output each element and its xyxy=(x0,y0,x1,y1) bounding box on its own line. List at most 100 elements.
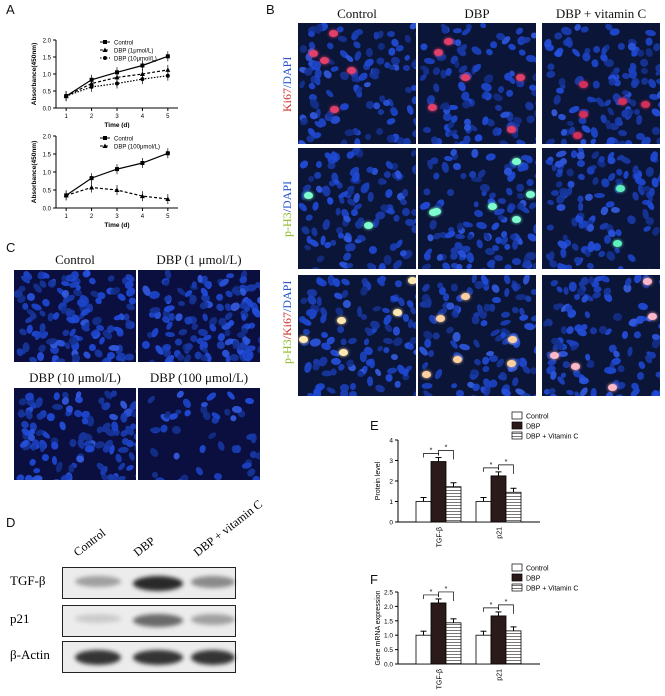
legend-label: DBP xyxy=(526,424,541,431)
legend-label: DBP (1μmol/L) xyxy=(114,49,153,55)
bar xyxy=(505,630,522,665)
blot-row-label-0: TGF-β xyxy=(10,573,46,588)
sig-star: * xyxy=(505,459,508,466)
panel-d-western-blot: Control DBP DBP + vitamin C TGF-β p21 β-Actin xyxy=(0,497,265,696)
panel-c-title-3: DBP (100 μmol/L) xyxy=(149,370,249,385)
x-tick-label: 3 xyxy=(115,214,119,220)
data-point xyxy=(63,192,69,198)
y-tick-label: 2.0 xyxy=(384,604,393,611)
data-point xyxy=(165,196,171,201)
legend-marker xyxy=(103,136,107,140)
y-tick-label: 0.0 xyxy=(43,107,52,113)
blot-column-0: Control xyxy=(70,525,109,560)
data-point xyxy=(114,74,120,80)
y-tick-label: 1.0 xyxy=(43,171,52,177)
x-tick-label: 2 xyxy=(90,114,94,120)
data-point xyxy=(140,63,145,68)
legend-swatch xyxy=(511,431,523,440)
sig-bracket xyxy=(498,604,514,614)
y-axis-label: Protein level xyxy=(375,461,382,500)
bar xyxy=(430,602,447,665)
blot-band xyxy=(191,650,235,665)
blot-band xyxy=(191,576,235,588)
bar xyxy=(475,634,492,665)
y-tick-label: 1.5 xyxy=(43,153,52,159)
line-chart-a-bottom: 0.0 0.5 1.0 1.5 2.0 1 2 3 4 5 Time (d) Absorbance(4… xyxy=(31,135,178,229)
bar xyxy=(475,501,492,523)
blot-band xyxy=(75,576,121,587)
y-tick-label: 1.5 xyxy=(43,56,52,62)
micrograph-b-r2-c2 xyxy=(542,275,660,396)
micrograph-c-2 xyxy=(14,388,136,480)
row-label-part: p-H3 xyxy=(280,338,294,364)
line-chart-a-top: 0.0 0.5 1.0 1.5 2.0 1 2 3 4 5 Time (d) Absorbance(4… xyxy=(31,39,178,128)
data-point xyxy=(89,84,94,89)
blot-column-2: DBP + vitamin C xyxy=(190,496,266,560)
sig-star: * xyxy=(445,445,448,452)
column-title-1: DBP xyxy=(464,6,490,21)
data-point xyxy=(165,54,170,59)
data-point xyxy=(165,73,170,78)
micrograph-b-r1-c0 xyxy=(298,148,416,269)
data-point xyxy=(140,77,145,82)
data-point xyxy=(115,70,119,75)
sig-star: * xyxy=(445,586,448,593)
bar xyxy=(505,491,522,523)
blot-band xyxy=(133,576,183,592)
micrograph-c-1 xyxy=(138,270,260,362)
data-point xyxy=(165,151,170,156)
legend-swatch xyxy=(511,573,523,582)
y-axis-label: Gene mRNA expression xyxy=(375,590,382,665)
row-label-part: DAPI xyxy=(280,56,294,85)
category-label: p21 xyxy=(497,669,504,681)
blot-row-label-1: p21 xyxy=(10,611,30,626)
x-tick-label: 5 xyxy=(166,114,170,120)
panel-label-b: B xyxy=(266,2,275,17)
y-axis-label: Absorbance(450nm) xyxy=(31,43,38,106)
sig-bracket xyxy=(438,450,454,460)
micrograph-c-3 xyxy=(138,388,260,480)
legend-swatch xyxy=(511,583,523,592)
data-point xyxy=(114,187,120,192)
y-tick-label: 1.0 xyxy=(43,73,52,79)
micrograph-b-r1-c1 xyxy=(418,148,536,269)
x-tick-label: 4 xyxy=(141,214,145,220)
x-axis-label: Time (d) xyxy=(104,122,129,128)
data-point xyxy=(139,193,145,199)
y-tick-label: 3 xyxy=(389,458,393,465)
data-point xyxy=(64,94,69,99)
y-tick-label: 0.5 xyxy=(43,189,52,195)
y-tick-label: 1 xyxy=(389,499,393,506)
sig-star: * xyxy=(490,462,493,469)
panel-label-a: A xyxy=(6,2,15,17)
category-label: TGF-β xyxy=(437,527,444,547)
y-tick-label: 2 xyxy=(389,479,393,486)
data-point xyxy=(165,67,171,72)
y-tick-label: 2.0 xyxy=(43,135,52,141)
category-label: TGF-β xyxy=(437,669,444,689)
sig-star: * xyxy=(430,589,433,596)
x-tick-label: 1 xyxy=(64,114,68,120)
legend-swatch xyxy=(511,563,523,572)
blot-strip-1 xyxy=(62,605,236,637)
panel-b-immunofluorescence: Control DBP DBP + vitamin C Ki67/DAPI p-H3/D… xyxy=(262,0,665,420)
data-point xyxy=(115,81,119,86)
panel-label-d: D xyxy=(6,515,16,530)
series-line xyxy=(65,75,168,97)
y-tick-label: 0 xyxy=(389,520,393,527)
legend-marker xyxy=(103,40,107,44)
y-tick-label: 4 xyxy=(389,438,393,445)
x-tick-label: 3 xyxy=(115,114,119,120)
micrograph-b-r0-c2 xyxy=(542,23,660,144)
blot-row-label-2: β-Actin xyxy=(10,647,50,662)
column-title-0: Control xyxy=(337,6,377,21)
legend-swatch xyxy=(511,421,523,430)
legend-label: DBP + Vitamin C xyxy=(526,434,578,441)
y-axis-label: Absorbance(450nm) xyxy=(31,141,38,204)
micrograph-b-r0-c0 xyxy=(298,23,416,144)
legend-marker xyxy=(102,143,108,148)
blot-band xyxy=(75,650,121,665)
x-axis-label: Time (d) xyxy=(104,222,129,229)
bar-chart-e-protein: 0 1 2 3 4 Protein level * * TGF-β * * p21 Control DBP… xyxy=(375,411,578,547)
bar xyxy=(430,461,447,523)
